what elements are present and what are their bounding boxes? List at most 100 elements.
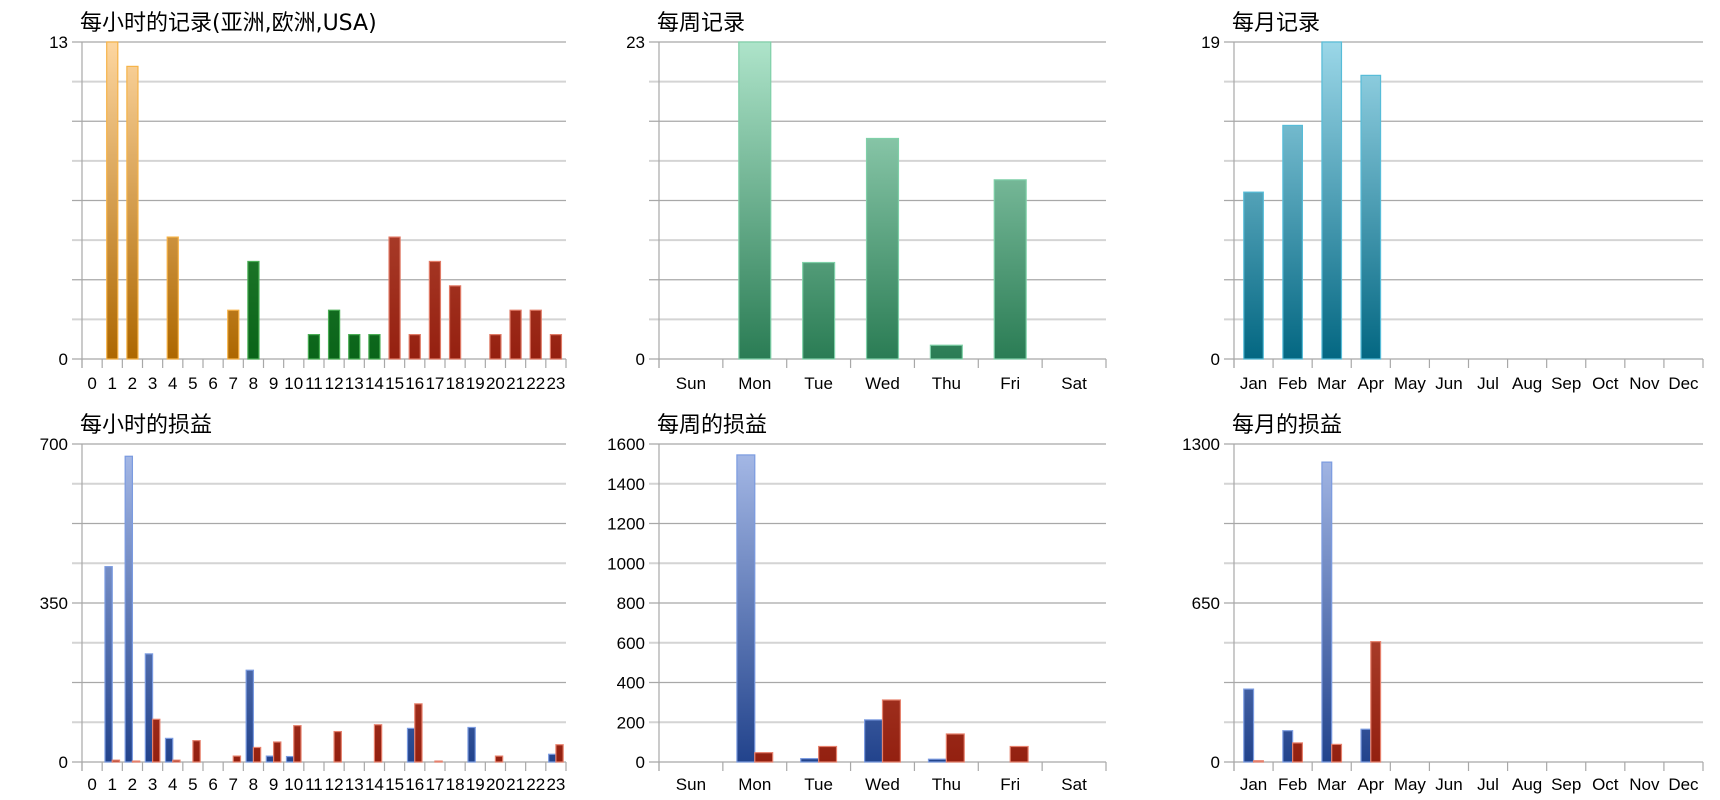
y-tick-label: 13 <box>49 33 68 52</box>
bar-Mar-red <box>1331 743 1343 763</box>
bar-10-red <box>293 725 302 763</box>
x-tick-label: 3 <box>148 775 157 794</box>
x-tick-label: 9 <box>269 374 278 393</box>
chart-title: 每月记录 <box>1232 11 1320 36</box>
bar-Thu <box>929 344 963 360</box>
bar-Apr-blue <box>1360 728 1372 763</box>
y-tick-label: 1400 <box>607 475 645 494</box>
bar-13 <box>348 334 361 360</box>
x-tick-label: 16 <box>405 374 424 393</box>
x-tick-label: Sep <box>1551 374 1581 393</box>
x-tick-label: Dec <box>1668 374 1699 393</box>
y-tick-label: 19 <box>1201 33 1220 52</box>
bar-1-red <box>111 759 121 763</box>
chart-title: 每月的损益 <box>1232 413 1342 438</box>
bar-4-blue <box>164 737 174 763</box>
y-tick-label: 1600 <box>607 435 645 454</box>
bar-Apr <box>1360 74 1382 360</box>
x-tick-label: 12 <box>325 374 344 393</box>
x-tick-label: Aug <box>1512 374 1542 393</box>
bar-9-blue <box>265 755 275 763</box>
x-tick-label: Nov <box>1629 374 1660 393</box>
bar-Mon-red <box>754 752 774 763</box>
bar-Thu-blue <box>927 758 947 763</box>
bar-Jan <box>1243 191 1264 360</box>
x-tick-label: 2 <box>128 374 137 393</box>
bar-20-red <box>494 755 504 763</box>
x-tick-label: Apr <box>1358 374 1385 393</box>
bar-4-red <box>172 759 181 763</box>
bar-23 <box>549 334 563 360</box>
x-tick-label: 5 <box>188 775 197 794</box>
x-tick-label: 12 <box>325 775 344 794</box>
x-tick-label: 21 <box>506 374 525 393</box>
x-tick-label: 6 <box>208 775 217 794</box>
y-tick-label: 0 <box>1211 350 1220 369</box>
bar-Wed-blue <box>864 719 884 763</box>
x-tick-label: 1 <box>108 374 117 393</box>
x-tick-label: Tue <box>804 374 833 393</box>
bar-Mon-blue <box>736 454 756 763</box>
bar-Mar <box>1321 41 1343 360</box>
x-tick-label: 23 <box>546 374 565 393</box>
x-tick-label: Oct <box>1592 775 1619 794</box>
x-tick-label: 0 <box>87 374 96 393</box>
x-tick-label: 6 <box>208 374 217 393</box>
x-tick-label: Feb <box>1278 374 1307 393</box>
bar-Tue-blue <box>800 758 820 763</box>
x-tick-label: 16 <box>405 775 424 794</box>
y-tick-label: 0 <box>636 350 645 369</box>
y-tick-label: 1300 <box>1182 435 1220 454</box>
bar-5-red <box>192 740 201 763</box>
x-tick-label: May <box>1394 775 1427 794</box>
bar-9-red <box>272 741 282 763</box>
bar-14 <box>368 334 381 360</box>
bar-11 <box>307 334 321 360</box>
x-tick-label: 14 <box>365 374 384 393</box>
y-tick-label: 0 <box>636 753 645 772</box>
bar-Feb-red <box>1292 742 1303 763</box>
x-tick-label: 19 <box>466 775 485 794</box>
bar-Feb <box>1282 124 1303 360</box>
x-tick-label: Sun <box>676 775 706 794</box>
bar-23-blue <box>548 753 557 763</box>
x-tick-label: 13 <box>345 374 364 393</box>
bar-16-red <box>414 703 423 763</box>
bar-16-blue <box>406 727 416 763</box>
weekly-records-chart: 每周记录 0 23 Sun Mon Tue Wed Thu Fri Sat <box>626 11 1107 393</box>
chart-title: 每小时的损益 <box>80 413 212 438</box>
bar-Jan-red <box>1252 760 1264 763</box>
x-tick-label: 0 <box>87 775 96 794</box>
bar-15 <box>388 236 401 360</box>
x-tick-label: 10 <box>284 374 303 393</box>
x-tick-label: 4 <box>168 775 177 794</box>
x-tick-label: Sep <box>1551 775 1581 794</box>
x-tick-label: Feb <box>1278 775 1307 794</box>
y-tick-label: 700 <box>40 435 68 454</box>
x-tick-label: 19 <box>466 374 485 393</box>
bar-17-red <box>434 760 443 763</box>
y-tick-label: 400 <box>617 674 645 693</box>
bar-3-red <box>151 718 161 763</box>
bar-Tue-red <box>818 745 838 763</box>
bar-2-blue <box>124 455 134 763</box>
bar-4 <box>166 236 179 360</box>
bar-8-blue <box>245 669 255 763</box>
bar-2 <box>126 65 139 360</box>
bar-22 <box>529 309 542 360</box>
x-tick-label: Mar <box>1317 374 1347 393</box>
y-tick-label: 600 <box>617 634 645 653</box>
x-tick-label: 20 <box>486 374 505 393</box>
x-tick-label: 17 <box>425 374 444 393</box>
x-tick-label: Mon <box>738 775 771 794</box>
x-tick-label: Nov <box>1629 775 1660 794</box>
x-tick-label: Jun <box>1435 374 1462 393</box>
x-tick-label: 5 <box>188 374 197 393</box>
x-tick-label: Sat <box>1061 775 1087 794</box>
x-tick-label: 17 <box>425 775 444 794</box>
x-tick-label: Thu <box>932 775 961 794</box>
bar-Feb-blue <box>1282 730 1294 763</box>
x-tick-label: 22 <box>526 374 545 393</box>
x-tick-label: 10 <box>284 775 303 794</box>
